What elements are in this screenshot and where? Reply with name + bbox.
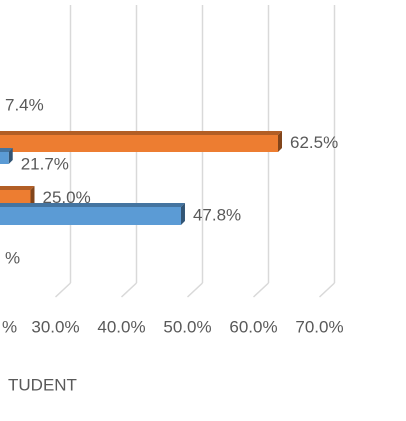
x-axis-title: TUDENT (8, 375, 77, 394)
grid-line-floor (252, 282, 270, 298)
x-tick-label: 40.0% (97, 317, 145, 336)
bar (0, 152, 9, 164)
value-label: 62.5% (290, 133, 338, 152)
value-label: 21.7% (21, 154, 69, 173)
annotation: 7.4% (5, 95, 44, 114)
grid-line-floor (318, 282, 336, 298)
bar-top (0, 186, 35, 190)
value-label: 47.8% (193, 205, 241, 224)
bar-side (180, 203, 185, 225)
grid-line-floor (186, 282, 204, 298)
x-tick-label: 70.0% (295, 317, 343, 336)
bar (0, 135, 278, 152)
x-tick-label: 30.0% (31, 317, 79, 336)
bar-side (30, 186, 35, 207)
bar (0, 190, 31, 207)
bar-side (278, 131, 282, 152)
bar-top (0, 203, 185, 207)
annotation: % (2, 317, 17, 336)
bar-top (0, 148, 13, 152)
grid-line-floor (54, 282, 72, 298)
annotation: % (5, 248, 20, 267)
bar-top (0, 131, 282, 135)
value-label: 25.0% (43, 188, 91, 207)
x-tick-label: 60.0% (229, 317, 277, 336)
bar-side (8, 148, 13, 164)
grid-line-floor (120, 282, 138, 298)
bar (0, 207, 181, 225)
x-tick-label: 50.0% (163, 317, 211, 336)
